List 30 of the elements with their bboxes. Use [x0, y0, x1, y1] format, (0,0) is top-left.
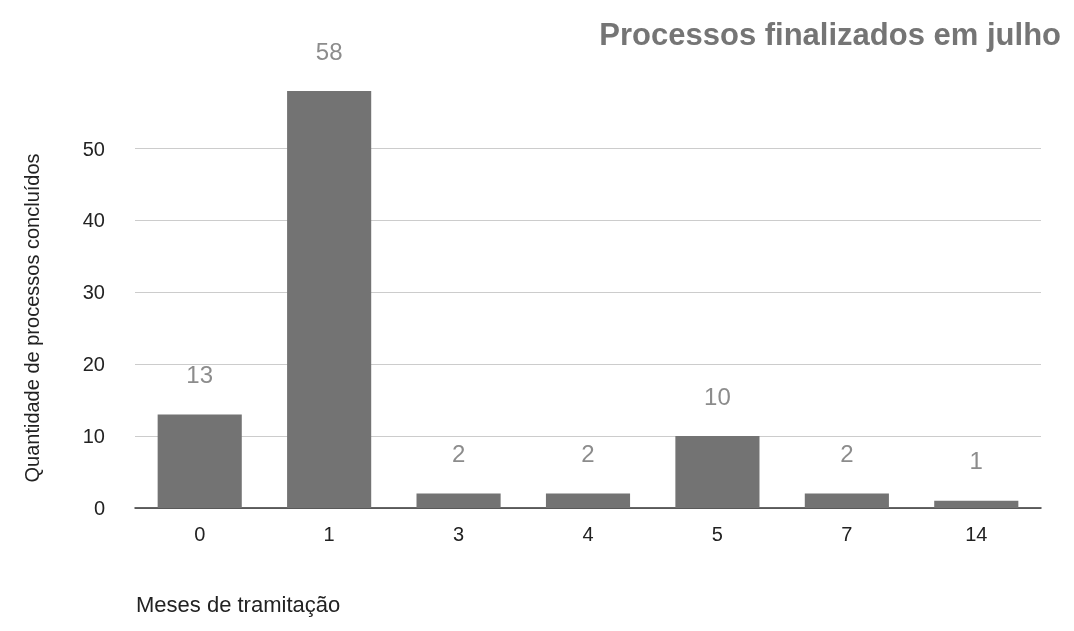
x-tick-label: 5	[711, 523, 723, 545]
bar	[804, 493, 889, 508]
bar	[157, 414, 242, 508]
chart-title: Processos finalizados em julho	[599, 17, 1061, 52]
y-tick-label: 50	[82, 137, 105, 160]
y-tick-label: 30	[82, 281, 105, 304]
bar	[287, 91, 372, 508]
bar	[934, 500, 1019, 508]
data-label: 58	[315, 37, 343, 65]
x-tick-label: 3	[453, 523, 465, 545]
bar	[545, 493, 631, 508]
data-label: 1	[969, 447, 983, 475]
data-label: 2	[581, 440, 595, 468]
data-label: 13	[186, 361, 214, 389]
y-tick-label: 40	[82, 209, 105, 232]
x-tick-label: 1	[323, 523, 335, 545]
x-tick-label: 4	[582, 523, 594, 545]
x-tick-label: 7	[841, 523, 853, 545]
y-tick-label: 0	[93, 497, 105, 519]
bar	[675, 436, 760, 508]
x-axis-title: Meses de tramitação	[136, 591, 341, 617]
y-tick-label: 20	[82, 353, 105, 376]
data-label: 2	[451, 440, 466, 468]
data-label: 10	[704, 382, 731, 410]
y-tick-label: 10	[82, 425, 105, 448]
x-tick-label: 0	[194, 523, 206, 545]
y-axis-title: Quantidade de processos concluídos	[21, 153, 43, 483]
data-label: 2	[840, 440, 854, 468]
x-tick-label: 14	[965, 523, 988, 545]
bar	[416, 493, 501, 508]
